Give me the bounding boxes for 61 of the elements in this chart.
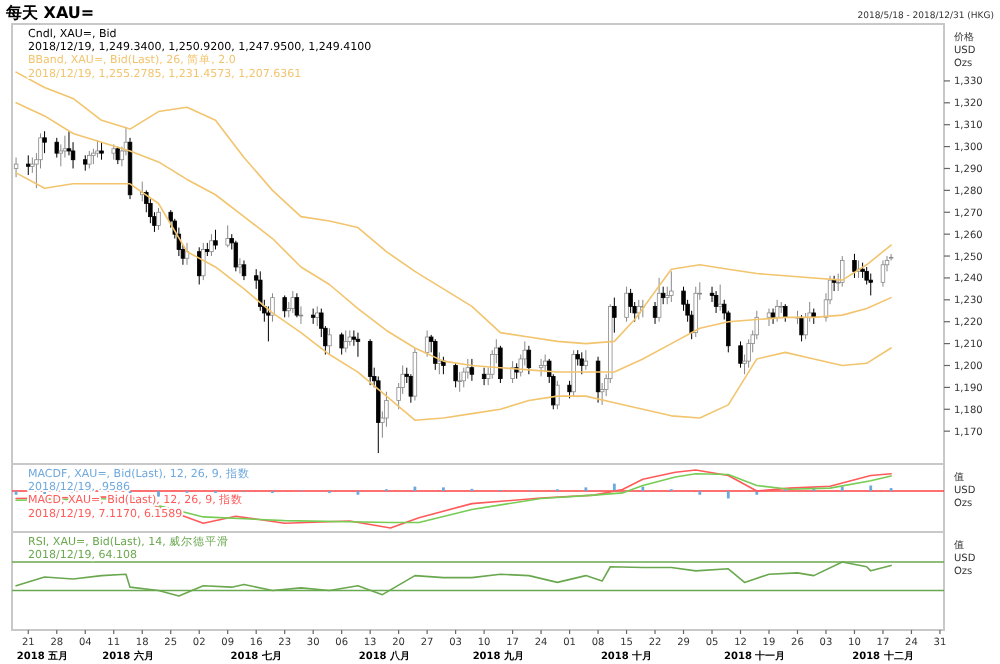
- candlestick: [13, 157, 19, 178]
- candlestick: [868, 273, 873, 296]
- candlestick: [457, 371, 462, 393]
- candlestick: [42, 130, 47, 154]
- candlestick: [58, 143, 64, 167]
- candlestick: [612, 297, 617, 334]
- candlestick: [156, 207, 161, 231]
- candlestick: [294, 292, 300, 318]
- candlestick: [840, 255, 845, 288]
- candlestick: [628, 288, 633, 314]
- candlestick: [498, 345, 503, 384]
- candlestick: [770, 308, 776, 325]
- chart-title: 每天 XAU=: [4, 4, 95, 22]
- candlestick: [669, 270, 674, 303]
- candlestick: [583, 349, 589, 371]
- candlestick: [237, 257, 243, 275]
- candlestick: [298, 305, 304, 325]
- candlestick: [510, 360, 515, 384]
- candlestick: [461, 367, 466, 388]
- candlestick: [233, 240, 239, 272]
- candlestick: [412, 347, 418, 402]
- candlestick: [376, 375, 381, 454]
- candlestick: [465, 358, 471, 380]
- line-series: [15, 172, 892, 422]
- candlestick: [693, 286, 698, 338]
- candlestick: [624, 286, 629, 323]
- line-series: [15, 71, 892, 345]
- candlestick: [62, 135, 68, 159]
- candlestick: [290, 290, 296, 314]
- candlestick: [526, 345, 532, 375]
- candlestick: [746, 338, 751, 369]
- candlestick: [343, 329, 348, 353]
- candlestick: [327, 327, 332, 356]
- candlestick: [408, 373, 414, 404]
- candlestick: [713, 290, 719, 314]
- candlestick: [433, 338, 438, 371]
- candlestick: [241, 259, 247, 281]
- candlestick: [54, 137, 59, 159]
- candlestick: [315, 305, 320, 327]
- candlestick: [270, 292, 275, 323]
- candlestick: [599, 382, 605, 406]
- candlestick: [469, 358, 475, 382]
- candlestick: [852, 253, 857, 279]
- candlestick: [213, 229, 218, 250]
- candlestick: [538, 358, 544, 377]
- candlestick: [738, 340, 743, 369]
- line-series: [15, 102, 892, 373]
- candlestick: [266, 305, 271, 342]
- candlestick: [555, 380, 560, 410]
- candlestick: [339, 332, 344, 356]
- candlestick: [453, 362, 458, 388]
- candlestick: [880, 259, 886, 288]
- candlestick: [225, 224, 230, 248]
- candlestick: [209, 233, 214, 257]
- candlestick: [148, 198, 153, 224]
- candlestick: [355, 332, 361, 358]
- candlestick: [282, 294, 287, 318]
- candlestick: [652, 301, 658, 325]
- candlestick: [766, 308, 772, 327]
- candlestick: [717, 284, 723, 312]
- candlestick: [595, 356, 601, 404]
